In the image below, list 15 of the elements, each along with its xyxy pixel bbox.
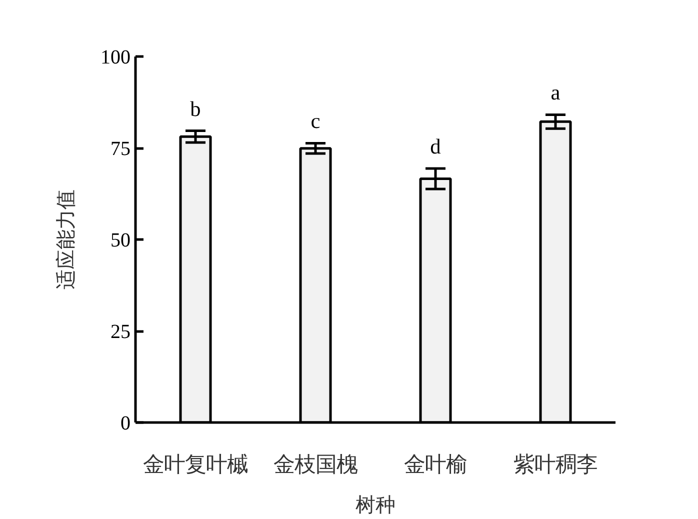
y-tick-label: 75	[110, 138, 130, 160]
annotation: d	[430, 134, 442, 158]
x-tick-label: 金叶复叶槭	[143, 452, 248, 478]
annotation: a	[550, 80, 561, 105]
y-tick-label: 25	[110, 321, 130, 343]
x-axis-title: 树种	[356, 492, 396, 516]
x-tick-label: 紫叶稠李	[514, 452, 598, 478]
y-axis-title: 适应能力值	[54, 190, 78, 290]
y-tick-label: 0	[120, 412, 130, 434]
x-tick-label: 金叶榆	[404, 452, 467, 478]
annotation: b	[190, 96, 201, 121]
y-tick-label: 50	[110, 230, 130, 252]
annotation: c	[310, 109, 320, 134]
x-tick-label: 金枝国槐	[274, 452, 358, 478]
y-tick-label: 100	[100, 46, 130, 68]
